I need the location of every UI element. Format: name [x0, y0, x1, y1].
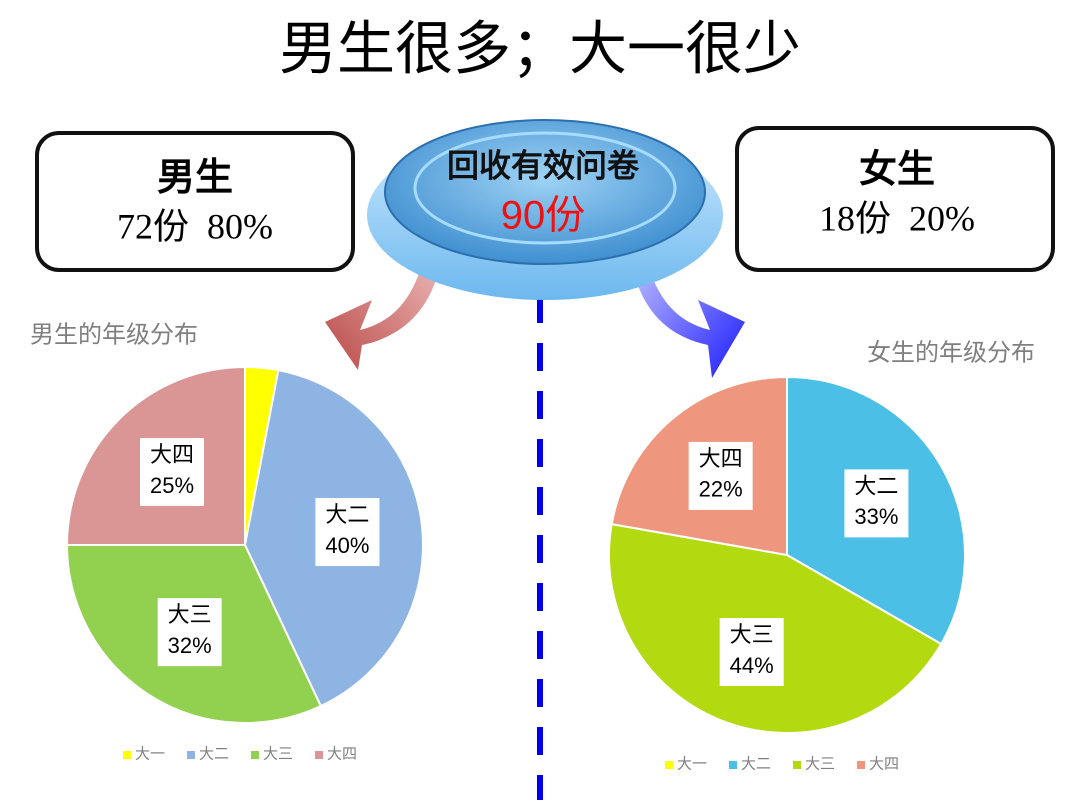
label-box [688, 441, 753, 510]
center-count: 90份 [501, 194, 586, 238]
legend-swatch [315, 751, 323, 759]
slice-category: 大三 [168, 602, 212, 627]
legend-swatch [857, 761, 865, 769]
chart-title: 女生的年级分布 [867, 340, 1035, 367]
slice-category: 大四 [699, 446, 743, 471]
male-box-title: 男生 [157, 157, 233, 199]
legend-label: 大四 [869, 755, 899, 772]
label-box [139, 437, 204, 506]
chart-title: 男生的年级分布 [30, 322, 198, 349]
slice-category: 大四 [150, 442, 194, 467]
disc-ring [413, 131, 677, 245]
slide-title: 男生很多；大一很少 [279, 16, 801, 81]
slice-label: 33% [854, 504, 898, 529]
legend-label: 大一 [677, 755, 707, 772]
arrow-right [628, 230, 745, 378]
slice-label: 44% [730, 653, 774, 678]
legend-label: 大二 [199, 745, 229, 762]
slice-label: 32% [168, 633, 212, 658]
legend-swatch [665, 761, 673, 769]
legend-swatch [187, 751, 195, 759]
female-box-title: 女生 [859, 148, 935, 191]
legend-label: 大三 [805, 755, 835, 772]
center-label: 回收有效问卷 [447, 147, 640, 183]
label-box [157, 598, 222, 667]
slice-category: 大二 [325, 502, 369, 527]
slice-category: 大二 [854, 473, 898, 498]
legend-swatch [251, 751, 259, 759]
slice-label: 22% [699, 477, 743, 502]
slice-category: 大三 [730, 622, 774, 647]
female-box [735, 126, 1055, 272]
label-box [844, 469, 909, 538]
disc [384, 119, 706, 265]
legend-swatch [123, 751, 131, 759]
legend-label: 大四 [327, 745, 357, 762]
label-box [315, 498, 380, 567]
slice-label: 25% [150, 473, 194, 498]
slice-label: 40% [325, 533, 369, 558]
female-box-text: 18份 20% [819, 198, 975, 238]
legend-label: 大二 [741, 755, 771, 772]
male-box [35, 131, 355, 272]
legend-label: 大三 [263, 745, 293, 762]
legend-label: 大一 [135, 745, 165, 762]
male-box-text: 72份 80% [117, 206, 273, 246]
label-box [719, 618, 784, 687]
legend-swatch [729, 761, 737, 769]
legend-swatch [793, 761, 801, 769]
arrow-left [325, 230, 445, 370]
